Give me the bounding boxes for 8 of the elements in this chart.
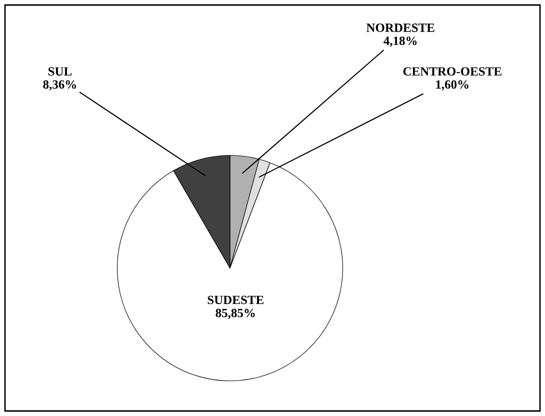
- data-label: 1,60%: [436, 80, 468, 91]
- data-label: 4,18%: [384, 36, 417, 47]
- slice-label: SUDESTE: [208, 296, 264, 304]
- slice-label: NORDESTE: [366, 24, 434, 32]
- slice-label: SUL: [48, 67, 72, 76]
- data-label: 8,36%: [43, 80, 76, 91]
- data-label: 85,85%: [216, 308, 255, 320]
- slice-label: CENTRO-OESTE: [403, 67, 502, 76]
